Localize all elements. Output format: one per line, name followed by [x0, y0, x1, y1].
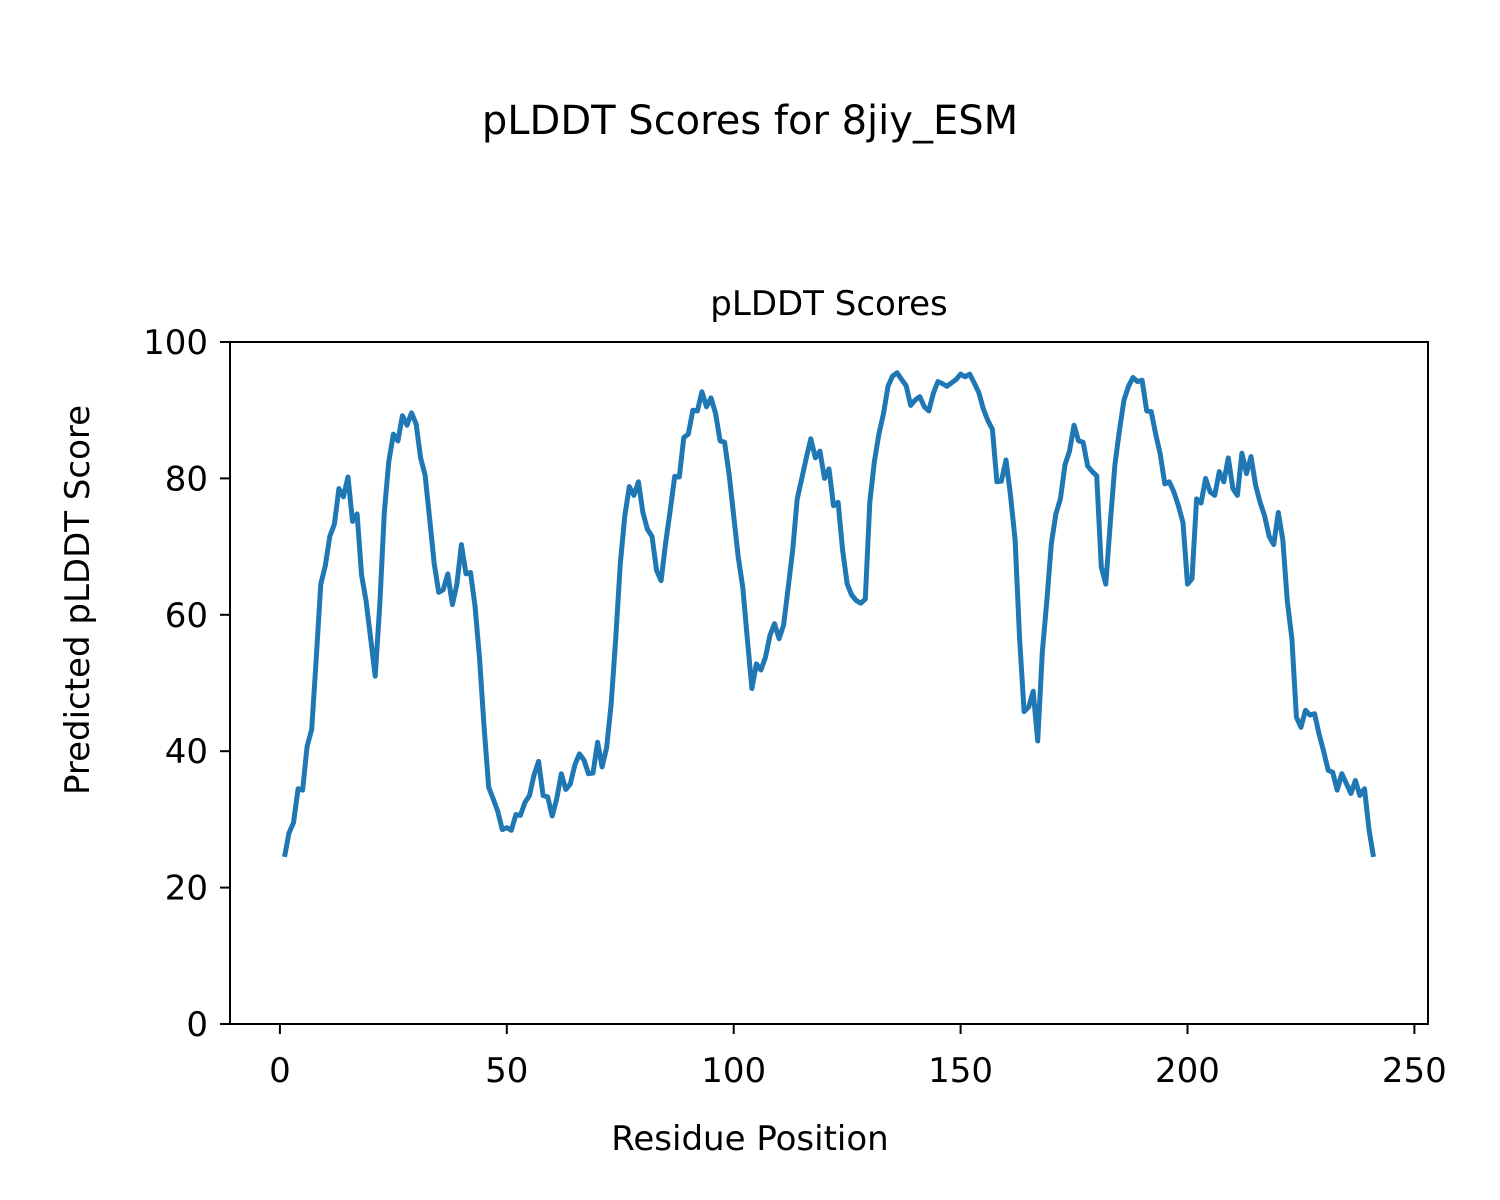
series-layer	[282, 370, 1376, 858]
x-axis-label: Residue Position	[611, 1119, 888, 1159]
plot-area	[229, 341, 1429, 1025]
x-tick-label: 150	[928, 1051, 993, 1091]
x-tick-label: 200	[1155, 1051, 1220, 1091]
axes-frame	[229, 341, 1429, 1025]
figure-title: pLDDT Scores for 8jiy_ESM	[482, 98, 1018, 144]
x-axis: 0 50 100 150 200 250	[269, 1024, 1447, 1091]
x-tick-label: 0	[269, 1051, 291, 1091]
y-tick-label: 80	[165, 459, 208, 499]
y-tick-label: 0	[186, 1005, 208, 1045]
y-axis: 0 20 40 60 80 100	[143, 323, 230, 1045]
y-axis-label: Predicted pLDDT Score	[58, 405, 98, 795]
x-tick-label: 50	[485, 1051, 528, 1091]
x-tick-label: 100	[701, 1051, 766, 1091]
series-line	[282, 370, 1376, 858]
y-tick-label: 100	[143, 323, 208, 363]
y-tick-label: 40	[165, 732, 208, 772]
y-tick-label: 60	[165, 596, 208, 636]
y-tick-label: 20	[165, 869, 208, 909]
x-tick-label: 250	[1382, 1051, 1447, 1091]
chart-title: pLDDT Scores	[710, 284, 947, 324]
